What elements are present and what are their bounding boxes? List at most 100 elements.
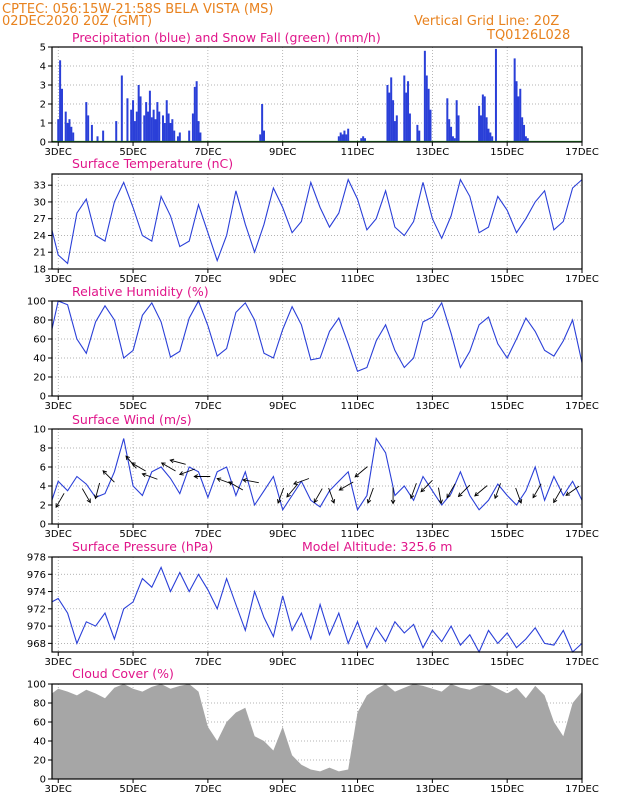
precip-bar	[259, 134, 262, 142]
wind-arrow-shaft	[179, 468, 195, 475]
precip-bar	[429, 109, 432, 142]
wind-arrow	[420, 480, 433, 493]
wind-arrow-head	[228, 481, 234, 486]
precip-bar	[137, 85, 140, 142]
cloud-ytick-label: 0	[40, 775, 46, 786]
wind-arrow-head	[532, 493, 537, 499]
humidity-title: Relative Humidity (%)	[72, 284, 209, 299]
pressure-ytick-label: 978	[27, 553, 46, 564]
precip-bar	[390, 77, 393, 142]
temperature-panel: 18 21 24 27 30 33 3DEC 5DEC 7DEC 9DEC 11DEC 13DEC 15…	[33, 173, 599, 285]
precip-ytick-label: 4	[40, 62, 46, 73]
cloud-cover-area	[51, 684, 583, 779]
wind-ytick-label: 8	[40, 444, 46, 455]
humidity-xtick-label: 13DEC	[415, 401, 449, 412]
precip-bar	[87, 115, 90, 142]
precip-bar	[261, 104, 264, 142]
pressure-xtick-label: 3DEC	[45, 657, 72, 668]
precip-bar	[523, 124, 526, 142]
precip-bar	[66, 123, 69, 142]
wind-arrow-head	[286, 492, 291, 498]
precip-ytick-label: 5	[40, 43, 46, 54]
wind-arrow-shaft	[410, 483, 417, 499]
precip-bar	[388, 92, 391, 142]
precip-bar	[197, 121, 200, 142]
wind-arrow	[81, 488, 91, 504]
precip-bar	[173, 130, 176, 142]
wind-arrow	[446, 483, 456, 499]
pressure-xtick-label: 15DEC	[490, 657, 524, 668]
wind-arrow	[409, 483, 417, 500]
precip-ytick-label: 1	[40, 119, 46, 130]
precip-xtick-label: 7DEC	[194, 147, 221, 158]
wind-arrow	[328, 487, 336, 504]
cloud-ytick-label: 100	[27, 680, 46, 691]
wind-arrow-head	[354, 473, 360, 478]
wind-arrow-head	[420, 487, 426, 493]
precip-xtick-label: 17DEC	[565, 147, 599, 158]
precip-bar	[135, 111, 138, 142]
precip-bar	[408, 113, 411, 142]
temperature-xtick-label: 3DEC	[45, 274, 72, 285]
precip-bar	[395, 115, 398, 142]
precip-bar	[163, 123, 166, 142]
pressure-xtick-label: 5DEC	[119, 657, 146, 668]
precip-bar	[448, 119, 451, 142]
wind-arrow	[293, 478, 310, 486]
wind-arrow	[228, 481, 244, 491]
header-station: CPTEC: 056:15W-21:58S BELA VISTA (MS)	[2, 2, 274, 17]
precip-bar	[386, 85, 389, 142]
cloud-xtick-label: 15DEC	[490, 784, 524, 795]
wind-arrow-shaft	[286, 484, 298, 498]
precip-ytick-label: 2	[40, 100, 46, 111]
wind-arrow-shaft	[474, 485, 488, 497]
wind-arrow	[553, 488, 563, 504]
precip-bar	[521, 117, 524, 142]
wind-arrow-shaft	[420, 480, 433, 492]
humidity-line	[51, 299, 583, 373]
precip-bar	[479, 115, 482, 142]
temperature-xtick-label: 7DEC	[194, 274, 221, 285]
wind-arrow-head	[457, 492, 463, 498]
wind-arrow	[515, 487, 523, 504]
wind-arrow-head	[517, 498, 523, 504]
precip-bar	[427, 88, 430, 142]
wind-arrow-head	[160, 462, 166, 467]
precip-bar	[132, 100, 135, 142]
wind-arrow	[494, 483, 501, 500]
precip-bar	[423, 50, 426, 142]
precip-bar	[485, 117, 488, 142]
wind-arrow	[94, 482, 101, 500]
wind-arrow-head	[409, 494, 415, 500]
humidity-ytick-label: 40	[33, 354, 46, 365]
cloud-ytick-label: 80	[33, 699, 46, 710]
wind-arrow-head	[86, 498, 91, 504]
humidity-xtick-label: 11DEC	[341, 401, 375, 412]
cloud-xtick-label: 3DEC	[45, 784, 72, 795]
precip-xtick-label: 11DEC	[341, 147, 375, 158]
wind-arrow-shaft	[55, 493, 65, 508]
wind-arrow-shaft	[494, 483, 501, 499]
wind-arrow	[125, 455, 137, 469]
precip-bar	[161, 115, 164, 142]
temperature-xtick-label: 17DEC	[565, 274, 599, 285]
temperature-title: Surface Temperature (nC)	[72, 156, 233, 171]
wind-arrow-shaft	[515, 487, 522, 504]
wind-arrow	[242, 478, 259, 484]
wind-arrow-shaft	[339, 481, 354, 491]
wind-arrow-shaft	[293, 478, 310, 485]
precip-xtick-label: 9DEC	[269, 147, 296, 158]
temperature-xtick-label: 11DEC	[341, 274, 375, 285]
cloud-title: Cloud Cover (%)	[72, 666, 174, 681]
precip-bar	[481, 94, 484, 142]
precip-title: Precipitation (blue) and Snow Fall (gree…	[72, 30, 381, 45]
wind-title: Surface Wind (m/s)	[72, 412, 192, 427]
wind-arrow-head	[277, 498, 282, 504]
cloud-xtick-label: 13DEC	[415, 784, 449, 795]
precip-bar	[360, 138, 363, 142]
pressure-xtick-label: 7DEC	[194, 657, 221, 668]
precip-bar	[339, 132, 342, 142]
header-run-time: 02DEC2020 20Z (GMT)	[2, 14, 152, 29]
precip-bar	[143, 115, 146, 142]
wind-arrow	[130, 462, 146, 472]
